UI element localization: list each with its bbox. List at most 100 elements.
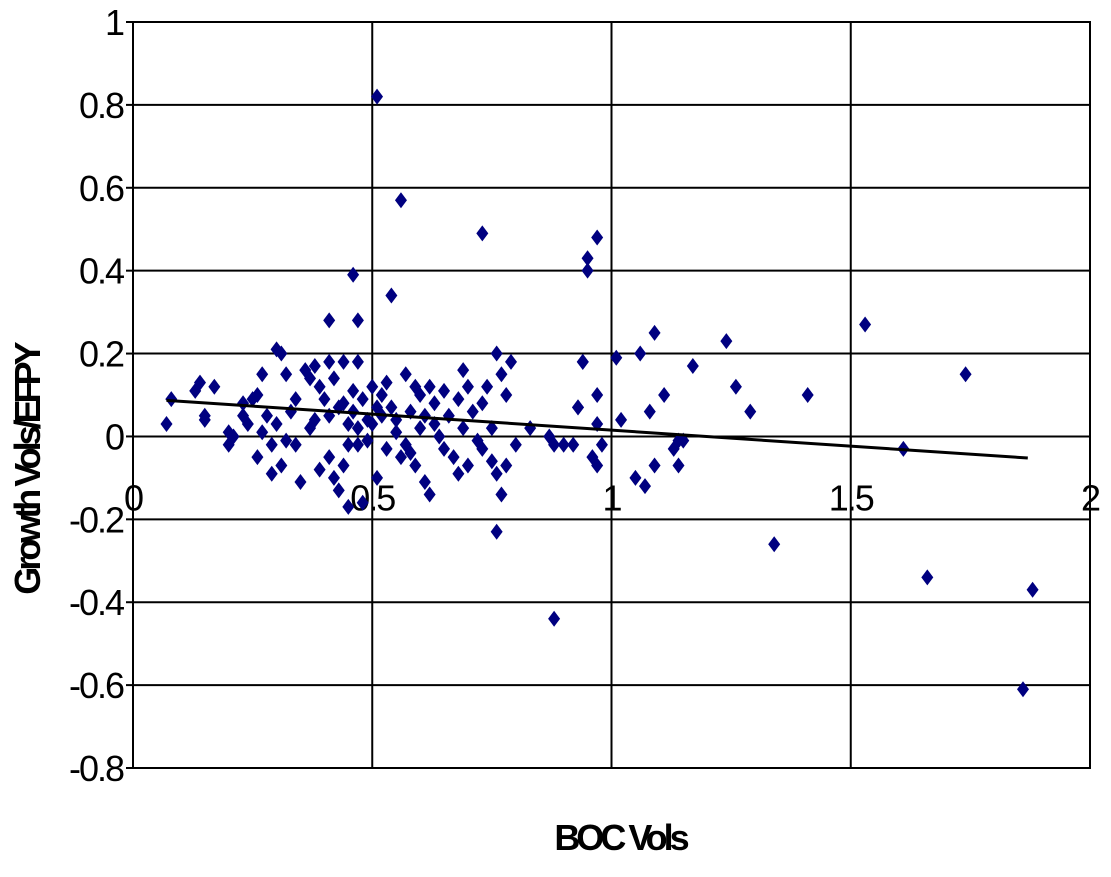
point xyxy=(280,432,293,449)
point xyxy=(591,387,604,403)
point xyxy=(524,420,537,437)
point xyxy=(505,353,518,370)
point xyxy=(356,494,369,511)
y-tick-label: 1 xyxy=(105,2,124,43)
point xyxy=(461,457,474,474)
point xyxy=(686,357,699,374)
point xyxy=(1017,681,1030,698)
point xyxy=(485,453,498,470)
point xyxy=(414,387,427,403)
point xyxy=(576,353,589,370)
point xyxy=(394,449,407,466)
point xyxy=(495,486,508,503)
point xyxy=(744,403,757,420)
point xyxy=(591,457,604,474)
point xyxy=(390,424,403,441)
point xyxy=(308,357,321,374)
point xyxy=(495,366,508,383)
point xyxy=(289,391,302,408)
point xyxy=(289,436,302,453)
point xyxy=(342,498,355,515)
point xyxy=(304,370,317,387)
point xyxy=(251,449,264,466)
point xyxy=(548,610,561,627)
point xyxy=(720,333,733,350)
y-tick-label: 0.4 xyxy=(79,251,124,292)
point xyxy=(313,378,326,395)
point xyxy=(351,312,364,329)
point xyxy=(581,250,594,267)
point xyxy=(308,411,321,428)
point xyxy=(433,428,446,445)
point xyxy=(672,457,685,474)
point xyxy=(165,391,178,408)
y-tick-label: -0.8 xyxy=(69,748,124,789)
y-tick-label: -0.4 xyxy=(69,582,124,623)
point xyxy=(447,449,460,466)
point xyxy=(428,395,441,412)
point xyxy=(490,523,503,540)
point xyxy=(361,432,374,449)
point xyxy=(237,395,250,412)
point xyxy=(160,416,173,433)
point xyxy=(313,461,326,478)
point xyxy=(193,374,206,391)
point xyxy=(323,353,336,370)
point xyxy=(327,469,340,486)
point xyxy=(643,403,656,420)
point xyxy=(227,428,240,445)
point xyxy=(500,457,513,474)
point xyxy=(629,469,642,486)
point xyxy=(490,345,503,362)
point xyxy=(509,436,522,453)
point xyxy=(327,370,340,387)
point xyxy=(323,312,336,329)
x-tick-label: 1 xyxy=(602,477,621,518)
point xyxy=(638,478,651,495)
point xyxy=(351,436,364,453)
point xyxy=(342,416,355,433)
x-tick-label: 0.5 xyxy=(350,477,395,518)
point xyxy=(418,474,431,491)
point xyxy=(595,436,608,453)
point xyxy=(241,416,254,433)
x-tick-label: 0 xyxy=(124,477,143,518)
point xyxy=(208,378,221,395)
point xyxy=(921,569,934,586)
point xyxy=(548,436,561,453)
point xyxy=(959,366,972,383)
point xyxy=(366,416,379,433)
y-tick-label: -0.2 xyxy=(69,499,124,540)
point xyxy=(337,457,350,474)
point xyxy=(380,440,393,457)
point xyxy=(347,266,360,283)
point xyxy=(256,424,269,441)
point xyxy=(394,192,407,209)
point xyxy=(385,399,398,416)
y-tick-label: -0.6 xyxy=(69,665,124,706)
point xyxy=(418,407,431,424)
point xyxy=(438,382,451,399)
point xyxy=(610,349,623,366)
point xyxy=(466,403,479,420)
point xyxy=(337,353,350,370)
point xyxy=(1026,581,1039,598)
point xyxy=(591,229,604,246)
point xyxy=(500,387,513,403)
point xyxy=(567,436,580,453)
point xyxy=(404,445,417,462)
point xyxy=(801,387,814,403)
point xyxy=(490,465,503,482)
point xyxy=(658,387,671,403)
point xyxy=(351,420,364,437)
point xyxy=(385,287,398,304)
point xyxy=(768,536,781,553)
point xyxy=(414,420,427,437)
point xyxy=(409,457,422,474)
point xyxy=(342,436,355,453)
y-tick-label: 0.6 xyxy=(79,168,124,209)
point xyxy=(399,366,412,383)
point xyxy=(557,436,570,453)
point xyxy=(337,395,350,412)
